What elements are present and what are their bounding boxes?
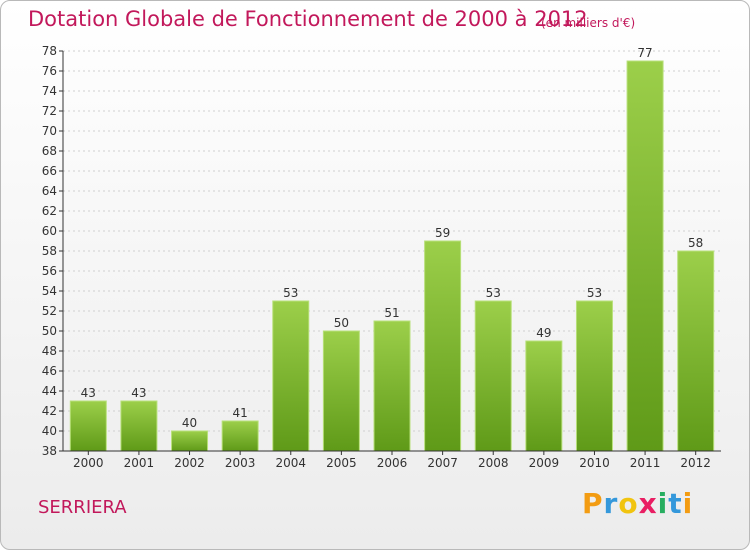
logo-letter: i	[657, 487, 669, 520]
x-tick-label: 2001	[124, 456, 155, 470]
data-label: 43	[81, 386, 96, 400]
bar	[474, 300, 512, 452]
bar	[272, 300, 310, 452]
x-tick-label: 2000	[73, 456, 104, 470]
proxiti-logo: Proxiti	[582, 487, 693, 520]
x-tick-label: 2011	[630, 456, 661, 470]
logo-letter: x	[638, 487, 658, 520]
x-tick-label: 2008	[478, 456, 509, 470]
bar	[424, 240, 462, 452]
y-tick-label: 50	[42, 324, 57, 338]
y-tick-label: 62	[42, 204, 57, 218]
y-tick-label: 70	[42, 124, 57, 138]
data-label: 43	[131, 386, 146, 400]
logo-letter: r	[603, 487, 619, 520]
y-tick-label: 42	[42, 404, 57, 418]
data-label: 41	[233, 406, 248, 420]
data-label: 51	[384, 306, 399, 320]
bar	[575, 300, 613, 452]
y-tick-label: 38	[42, 444, 57, 458]
data-label: 53	[486, 286, 501, 300]
y-tick-label: 54	[42, 284, 57, 298]
data-label: 77	[637, 46, 652, 60]
y-axis: 38 40 42 44 46 48 50 52 54 56 58 60 62 64 66 68 70 72 74 76…	[42, 44, 64, 458]
x-tick-label: 2006	[377, 456, 408, 470]
logo-letter: o	[618, 487, 639, 520]
y-tick-label: 46	[42, 364, 57, 378]
bar	[322, 330, 360, 452]
chart-subtitle: (en milliers d'€)	[541, 16, 636, 30]
x-axis: 2000 2001 2002 2003 2004 2005 2006 2007 2008 2009…	[63, 450, 721, 470]
bar	[626, 60, 664, 452]
x-tick-label: 2005	[326, 456, 357, 470]
bar	[69, 400, 107, 452]
y-tick-label: 72	[42, 104, 57, 118]
x-tick-label: 2010	[579, 456, 610, 470]
y-tick-label: 48	[42, 344, 57, 358]
data-label: 50	[334, 316, 349, 330]
y-tick-label: 58	[42, 244, 57, 258]
y-tick-label: 74	[42, 84, 57, 98]
bar	[677, 250, 715, 452]
y-tick-label: 68	[42, 144, 57, 158]
y-tick-label: 56	[42, 264, 57, 278]
y-tick-label: 64	[42, 184, 57, 198]
logo-letter: t	[668, 487, 683, 520]
data-label: 49	[536, 326, 551, 340]
y-tick-label: 78	[42, 44, 57, 58]
x-tick-label: 2007	[427, 456, 458, 470]
bar	[373, 320, 411, 452]
data-label: 53	[587, 286, 602, 300]
data-label: 58	[688, 236, 703, 250]
x-tick-label: 2012	[680, 456, 711, 470]
bars: 43 43 40 41 53 50 51 59 53 49 53 77 58	[69, 46, 715, 452]
bar	[525, 340, 563, 452]
commune-name: SERRIERA	[38, 497, 127, 518]
chart-title: Dotation Globale de Fonctionnement de 20…	[28, 7, 588, 31]
logo-letter: P	[582, 487, 604, 520]
data-label: 59	[435, 226, 450, 240]
bar	[171, 430, 209, 452]
bar	[120, 400, 158, 452]
data-label: 53	[283, 286, 298, 300]
x-tick-label: 2004	[275, 456, 306, 470]
x-tick-label: 2002	[174, 456, 205, 470]
y-tick-label: 40	[42, 424, 57, 438]
bar	[221, 420, 259, 452]
logo-letter: i	[682, 487, 694, 520]
data-label: 40	[182, 416, 197, 430]
y-tick-label: 52	[42, 304, 57, 318]
y-tick-label: 76	[42, 64, 57, 78]
y-tick-label: 66	[42, 164, 57, 178]
x-tick-label: 2003	[225, 456, 256, 470]
x-tick-label: 2009	[529, 456, 560, 470]
y-tick-label: 44	[42, 384, 57, 398]
y-tick-label: 60	[42, 224, 57, 238]
